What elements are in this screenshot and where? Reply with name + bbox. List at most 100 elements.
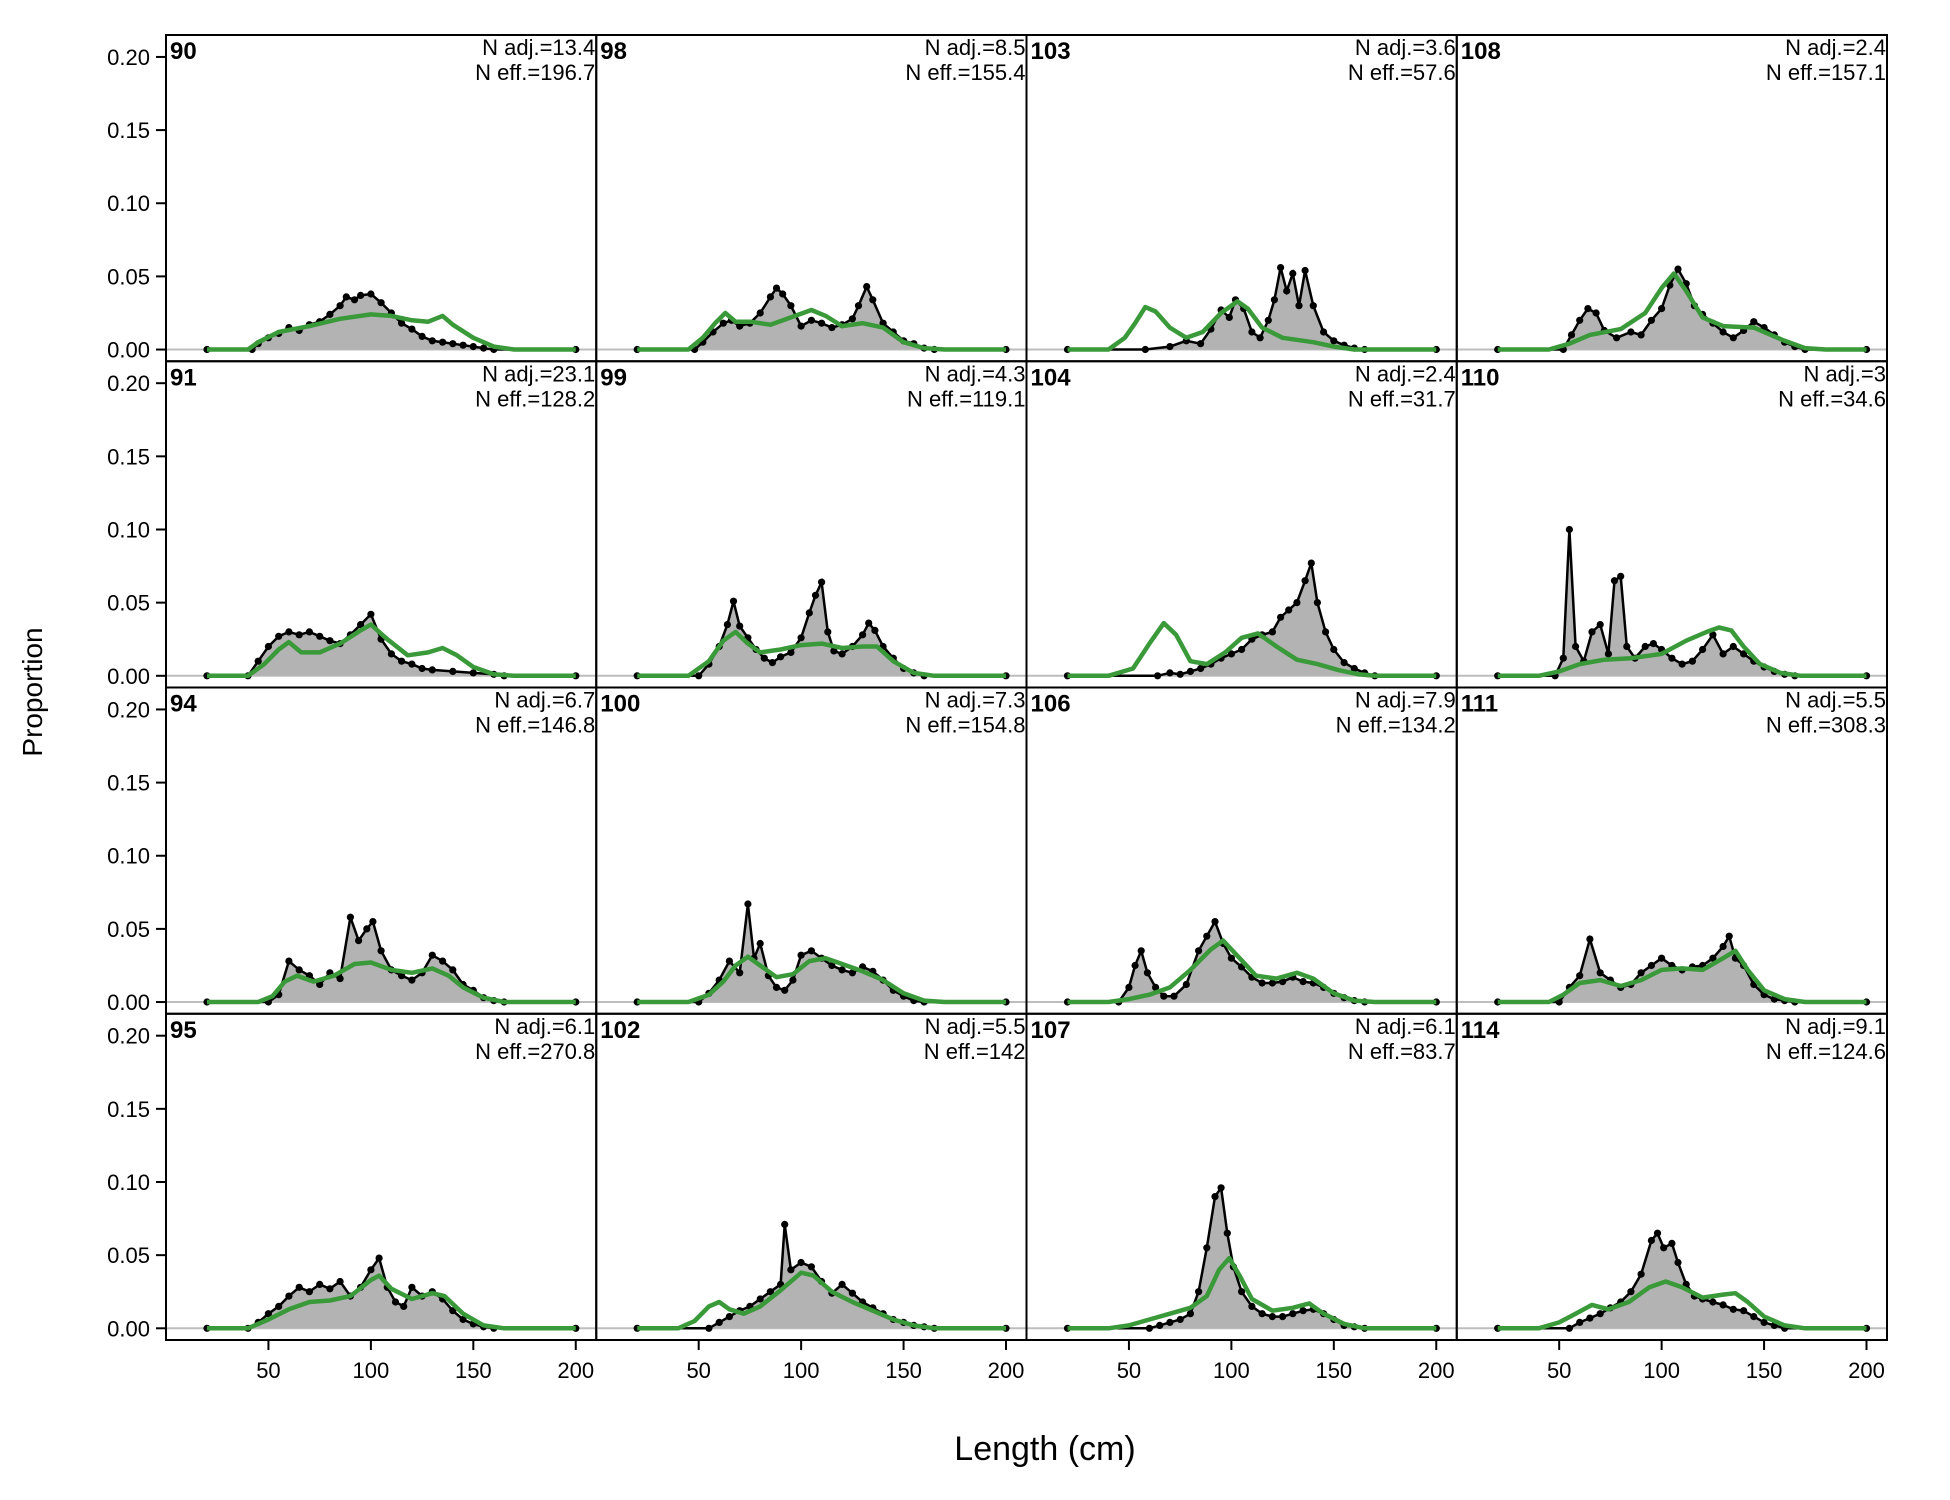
y-tick-label: 0.05 (107, 917, 150, 942)
observed-point (1156, 1321, 1164, 1329)
observed-point (1248, 328, 1256, 336)
observed-point (428, 337, 436, 345)
y-tick-label: 0.10 (107, 844, 150, 869)
observed-point (1637, 969, 1645, 977)
observed-point (275, 632, 283, 640)
observed-point (1295, 302, 1303, 310)
observed-point (1760, 1318, 1768, 1326)
observed-point (1154, 672, 1162, 680)
expected-line (637, 307, 1006, 352)
n-adj-label: N adj.=6.1 (1355, 1014, 1456, 1039)
observed-point (1750, 318, 1758, 326)
observed-point (824, 628, 832, 636)
observed-point (1170, 992, 1178, 1000)
observed-point (336, 1277, 344, 1286)
n-adj-label: N adj.=7.3 (925, 688, 1026, 713)
observed-point (725, 957, 734, 965)
panel-label: 90 (170, 38, 197, 65)
observed-point (1565, 1324, 1573, 1332)
observed-area (206, 1258, 576, 1329)
observed-point (1195, 1288, 1203, 1296)
n-eff-label: N eff.=128.2 (475, 386, 595, 411)
observed-point (1719, 1301, 1727, 1309)
panel-91: 91 N adj.=23.1N eff.=128.2 (165, 360, 598, 689)
observed-point (1740, 1307, 1748, 1315)
observed-point (1641, 642, 1649, 651)
n-adj-label: N adj.=2.4 (1785, 35, 1886, 60)
n-adj-label: N adj.=13.4 (482, 35, 595, 60)
observed-point (777, 653, 785, 661)
observed-point (1197, 340, 1205, 348)
panel-label: 110 (1461, 364, 1500, 391)
observed-point (695, 672, 703, 680)
n-eff-label: N eff.=142 (924, 1039, 1026, 1064)
observed-point (772, 284, 781, 292)
observed-point (1145, 1324, 1153, 1332)
observed-point (305, 628, 313, 636)
panel-100: 100 N adj.=7.3N eff.=154.8 (595, 686, 1028, 1015)
panel-94: 94 N adj.=6.7N eff.=146.8 (165, 686, 598, 1015)
observed-point (1258, 1310, 1266, 1318)
observed-area (1497, 1233, 1867, 1329)
observed-point (1166, 669, 1174, 677)
observed-point (1709, 1298, 1717, 1306)
observed-point (797, 951, 805, 959)
expected-line (1497, 625, 1867, 679)
y-tick-label: 0.15 (107, 118, 150, 143)
observed-point (1576, 972, 1584, 980)
observed-point (326, 310, 334, 318)
y-axis-title: Proportion (17, 627, 48, 756)
observed-point (787, 648, 795, 657)
observed-point (1647, 316, 1655, 324)
observed-point (1186, 667, 1194, 676)
observed-point (1238, 1288, 1246, 1296)
observed-point (459, 1315, 467, 1324)
observed-point (449, 667, 457, 676)
x-tick-label: 150 (1746, 1358, 1783, 1383)
observed-point (254, 657, 262, 665)
observed-point (736, 322, 744, 330)
observed-area (1497, 529, 1867, 676)
observed-point (1647, 1236, 1655, 1245)
observed-point (418, 664, 426, 673)
observed-point (1225, 313, 1233, 321)
observed-point (1277, 264, 1285, 272)
observed-point (1160, 992, 1168, 1000)
observed-point (772, 983, 781, 992)
n-eff-label: N eff.=119.1 (907, 386, 1025, 411)
y-tick-label: 0.05 (107, 591, 150, 616)
expected-line (207, 312, 576, 352)
observed-point (1668, 1239, 1676, 1247)
observed-point (336, 975, 344, 983)
observed-point (1279, 978, 1287, 986)
observed-point (418, 332, 426, 340)
observed-point (854, 302, 863, 310)
observed-point (1197, 664, 1205, 673)
observed-line (207, 1255, 576, 1330)
n-eff-label: N eff.=308.3 (1766, 713, 1886, 738)
observed-point (1653, 1229, 1662, 1237)
observed-point (760, 654, 768, 662)
observed-point (1565, 525, 1573, 534)
panel-108: 108 N adj.=2.4N eff.=157.1 (1455, 34, 1888, 363)
observed-point (830, 647, 838, 655)
observed-point (1637, 331, 1645, 339)
observed-point (1248, 1302, 1256, 1310)
observed-point (1330, 337, 1338, 345)
observed-point (1203, 932, 1211, 940)
observed-point (480, 344, 488, 352)
observed-point (859, 631, 867, 639)
observed-point (768, 659, 777, 667)
expected-line (1067, 299, 1437, 352)
n-eff-label: N eff.=146.8 (475, 713, 595, 738)
observed-point (787, 302, 795, 310)
observed-point (355, 937, 363, 945)
observed-point (1709, 954, 1717, 962)
y-tick-label: 0.00 (107, 990, 150, 1015)
observed-point (363, 925, 371, 933)
observed-point (807, 947, 816, 955)
observed-point (1660, 1244, 1668, 1252)
observed-point (838, 650, 846, 658)
n-eff-label: N eff.=196.7 (475, 60, 595, 85)
observed-point (1668, 654, 1676, 662)
